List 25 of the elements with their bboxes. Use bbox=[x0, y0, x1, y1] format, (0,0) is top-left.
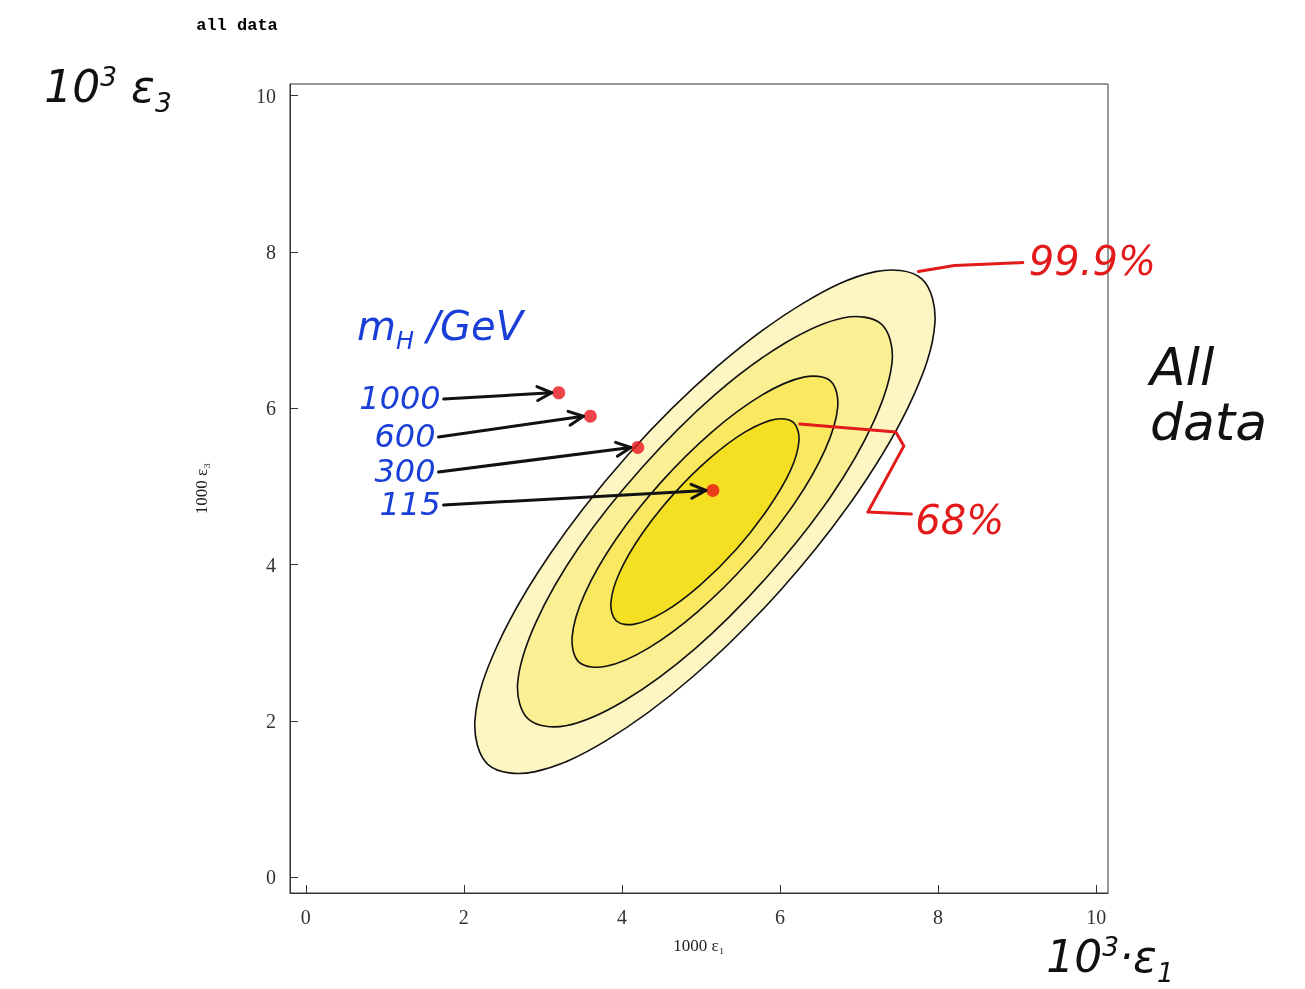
y-axis-title: 1000 ε₃ bbox=[192, 462, 211, 515]
annotation: m$_{H}$ /GeV bbox=[356, 303, 524, 356]
y-tick-label: 4 bbox=[266, 553, 276, 576]
point bbox=[583, 409, 597, 423]
chart-title: all data bbox=[196, 15, 278, 35]
point bbox=[706, 483, 720, 497]
text: 10$^{3}$ ε$_{3}$ bbox=[44, 61, 172, 118]
y-tick-label: 8 bbox=[266, 241, 276, 264]
x-tick-label: 10 bbox=[1086, 906, 1107, 928]
annotation: 99.9% bbox=[1028, 237, 1156, 284]
text: 10$^{3}$·ε$_{1}$ bbox=[1046, 931, 1174, 988]
x-tick-label: 4 bbox=[616, 906, 627, 928]
point bbox=[631, 440, 645, 454]
annotation: 1000 bbox=[359, 379, 441, 418]
x-tick-label: 2 bbox=[458, 906, 469, 928]
point bbox=[552, 386, 566, 400]
x-tick-label: 8 bbox=[933, 906, 944, 928]
y-tick-label: 10 bbox=[256, 84, 276, 107]
x-axis-title: 1000 ε₁ bbox=[673, 936, 725, 955]
y-tick-label: 0 bbox=[266, 866, 276, 889]
x-tick-label: 6 bbox=[775, 906, 786, 928]
annotation: 68% bbox=[915, 497, 1005, 544]
y-tick-label: 6 bbox=[266, 397, 276, 420]
x-tick-label: 0 bbox=[300, 906, 311, 928]
y-tick-label: 2 bbox=[266, 710, 276, 733]
